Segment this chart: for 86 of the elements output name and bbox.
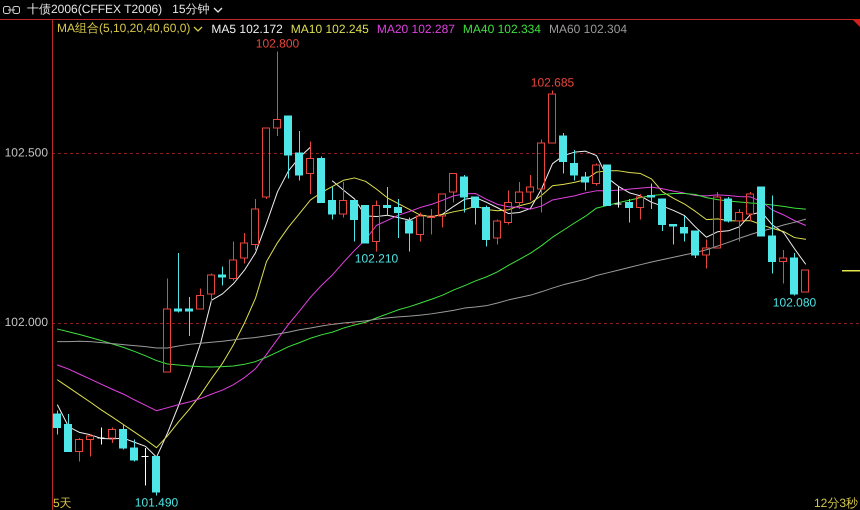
candlestick bbox=[350, 200, 358, 242]
candlestick bbox=[746, 192, 754, 222]
candlestick bbox=[438, 193, 446, 228]
candlestick bbox=[174, 252, 182, 313]
candlestick bbox=[471, 196, 479, 225]
annotation: 102.685 bbox=[530, 76, 575, 90]
candlestick bbox=[163, 278, 171, 372]
candlestick bbox=[592, 162, 600, 186]
candlestick bbox=[339, 181, 347, 218]
candlestick bbox=[526, 174, 534, 202]
candlestick bbox=[119, 424, 127, 450]
candlestick bbox=[207, 272, 215, 303]
candlestick bbox=[86, 434, 94, 457]
text: MA40 102.334 bbox=[462, 22, 541, 36]
candlestick bbox=[416, 212, 424, 242]
candlestick bbox=[482, 205, 490, 247]
candlestick bbox=[570, 149, 578, 181]
candlestick bbox=[53, 410, 61, 435]
candlestick bbox=[218, 266, 226, 286]
candlestick bbox=[713, 192, 721, 249]
candlestick bbox=[284, 115, 292, 180]
candlestick bbox=[394, 198, 402, 238]
text: MA20 102.287 bbox=[376, 22, 455, 36]
candlestick bbox=[669, 224, 677, 246]
candlestick bbox=[757, 186, 765, 237]
candlestick bbox=[647, 183, 655, 210]
candlestick bbox=[317, 156, 325, 203]
annotation: 101.490 bbox=[134, 495, 179, 510]
candlestick bbox=[229, 240, 237, 281]
candlestick bbox=[537, 139, 545, 213]
annotation: 102.080 bbox=[772, 296, 817, 310]
candlestick bbox=[801, 270, 809, 293]
candlestick bbox=[405, 217, 413, 252]
text: MA10 102.245 bbox=[290, 22, 369, 36]
candlestick bbox=[680, 215, 688, 242]
candlestick bbox=[603, 164, 611, 206]
candlestick bbox=[185, 296, 193, 337]
candlestick bbox=[702, 239, 710, 269]
chart-subtitle: 15分钟 bbox=[172, 1, 210, 18]
annotation: 102.800 bbox=[256, 36, 300, 51]
candlestick bbox=[383, 186, 391, 216]
candlestick bbox=[625, 198, 633, 224]
y-tick-label: 102.000 bbox=[4, 314, 48, 329]
candlestick bbox=[273, 51, 281, 137]
candlestick bbox=[614, 186, 622, 208]
candlestick bbox=[515, 181, 523, 210]
candlestick bbox=[581, 171, 589, 191]
candlestick bbox=[427, 208, 435, 236]
candlestick bbox=[779, 249, 787, 284]
candlestick bbox=[152, 456, 160, 496]
candlestick bbox=[196, 288, 204, 310]
annotation: 5天 bbox=[53, 496, 72, 510]
candlestick bbox=[328, 186, 336, 220]
candlestick bbox=[306, 140, 314, 194]
candlestick bbox=[295, 130, 303, 181]
candlestick bbox=[64, 414, 72, 452]
candlestick bbox=[460, 174, 468, 213]
candlestick bbox=[548, 90, 556, 144]
candlestick bbox=[735, 208, 743, 242]
candlestick bbox=[768, 195, 776, 274]
candlestick bbox=[361, 205, 369, 244]
candlestick bbox=[108, 427, 116, 444]
candlestick bbox=[559, 132, 567, 174]
candlestick bbox=[240, 232, 248, 264]
candlestick bbox=[724, 196, 732, 224]
candlestick bbox=[504, 190, 512, 225]
candlestick bbox=[97, 427, 105, 446]
candlestick bbox=[658, 198, 666, 232]
text: MA5 102.172 bbox=[211, 22, 283, 36]
candlestick bbox=[493, 218, 501, 246]
candlestick bbox=[251, 198, 259, 250]
candlestick bbox=[449, 173, 457, 203]
legend-title: MA组合(5,10,20,40,60,0) bbox=[57, 20, 190, 37]
candlestick bbox=[262, 127, 270, 200]
candlestick bbox=[372, 200, 380, 252]
chart-title: 十债2006(CFFEX T2006) bbox=[27, 1, 162, 18]
annotation: 102.210 bbox=[354, 251, 399, 266]
text: 12分3秒 bbox=[814, 496, 858, 510]
text: MA60 102.304 bbox=[548, 22, 628, 36]
candlestick bbox=[130, 439, 138, 462]
candlestick bbox=[636, 193, 644, 220]
candlestick bbox=[75, 437, 83, 462]
candlestick bbox=[141, 448, 149, 486]
candlestick bbox=[790, 252, 798, 296]
y-tick-label: 102.500 bbox=[4, 145, 48, 160]
candlestick bbox=[691, 230, 699, 259]
